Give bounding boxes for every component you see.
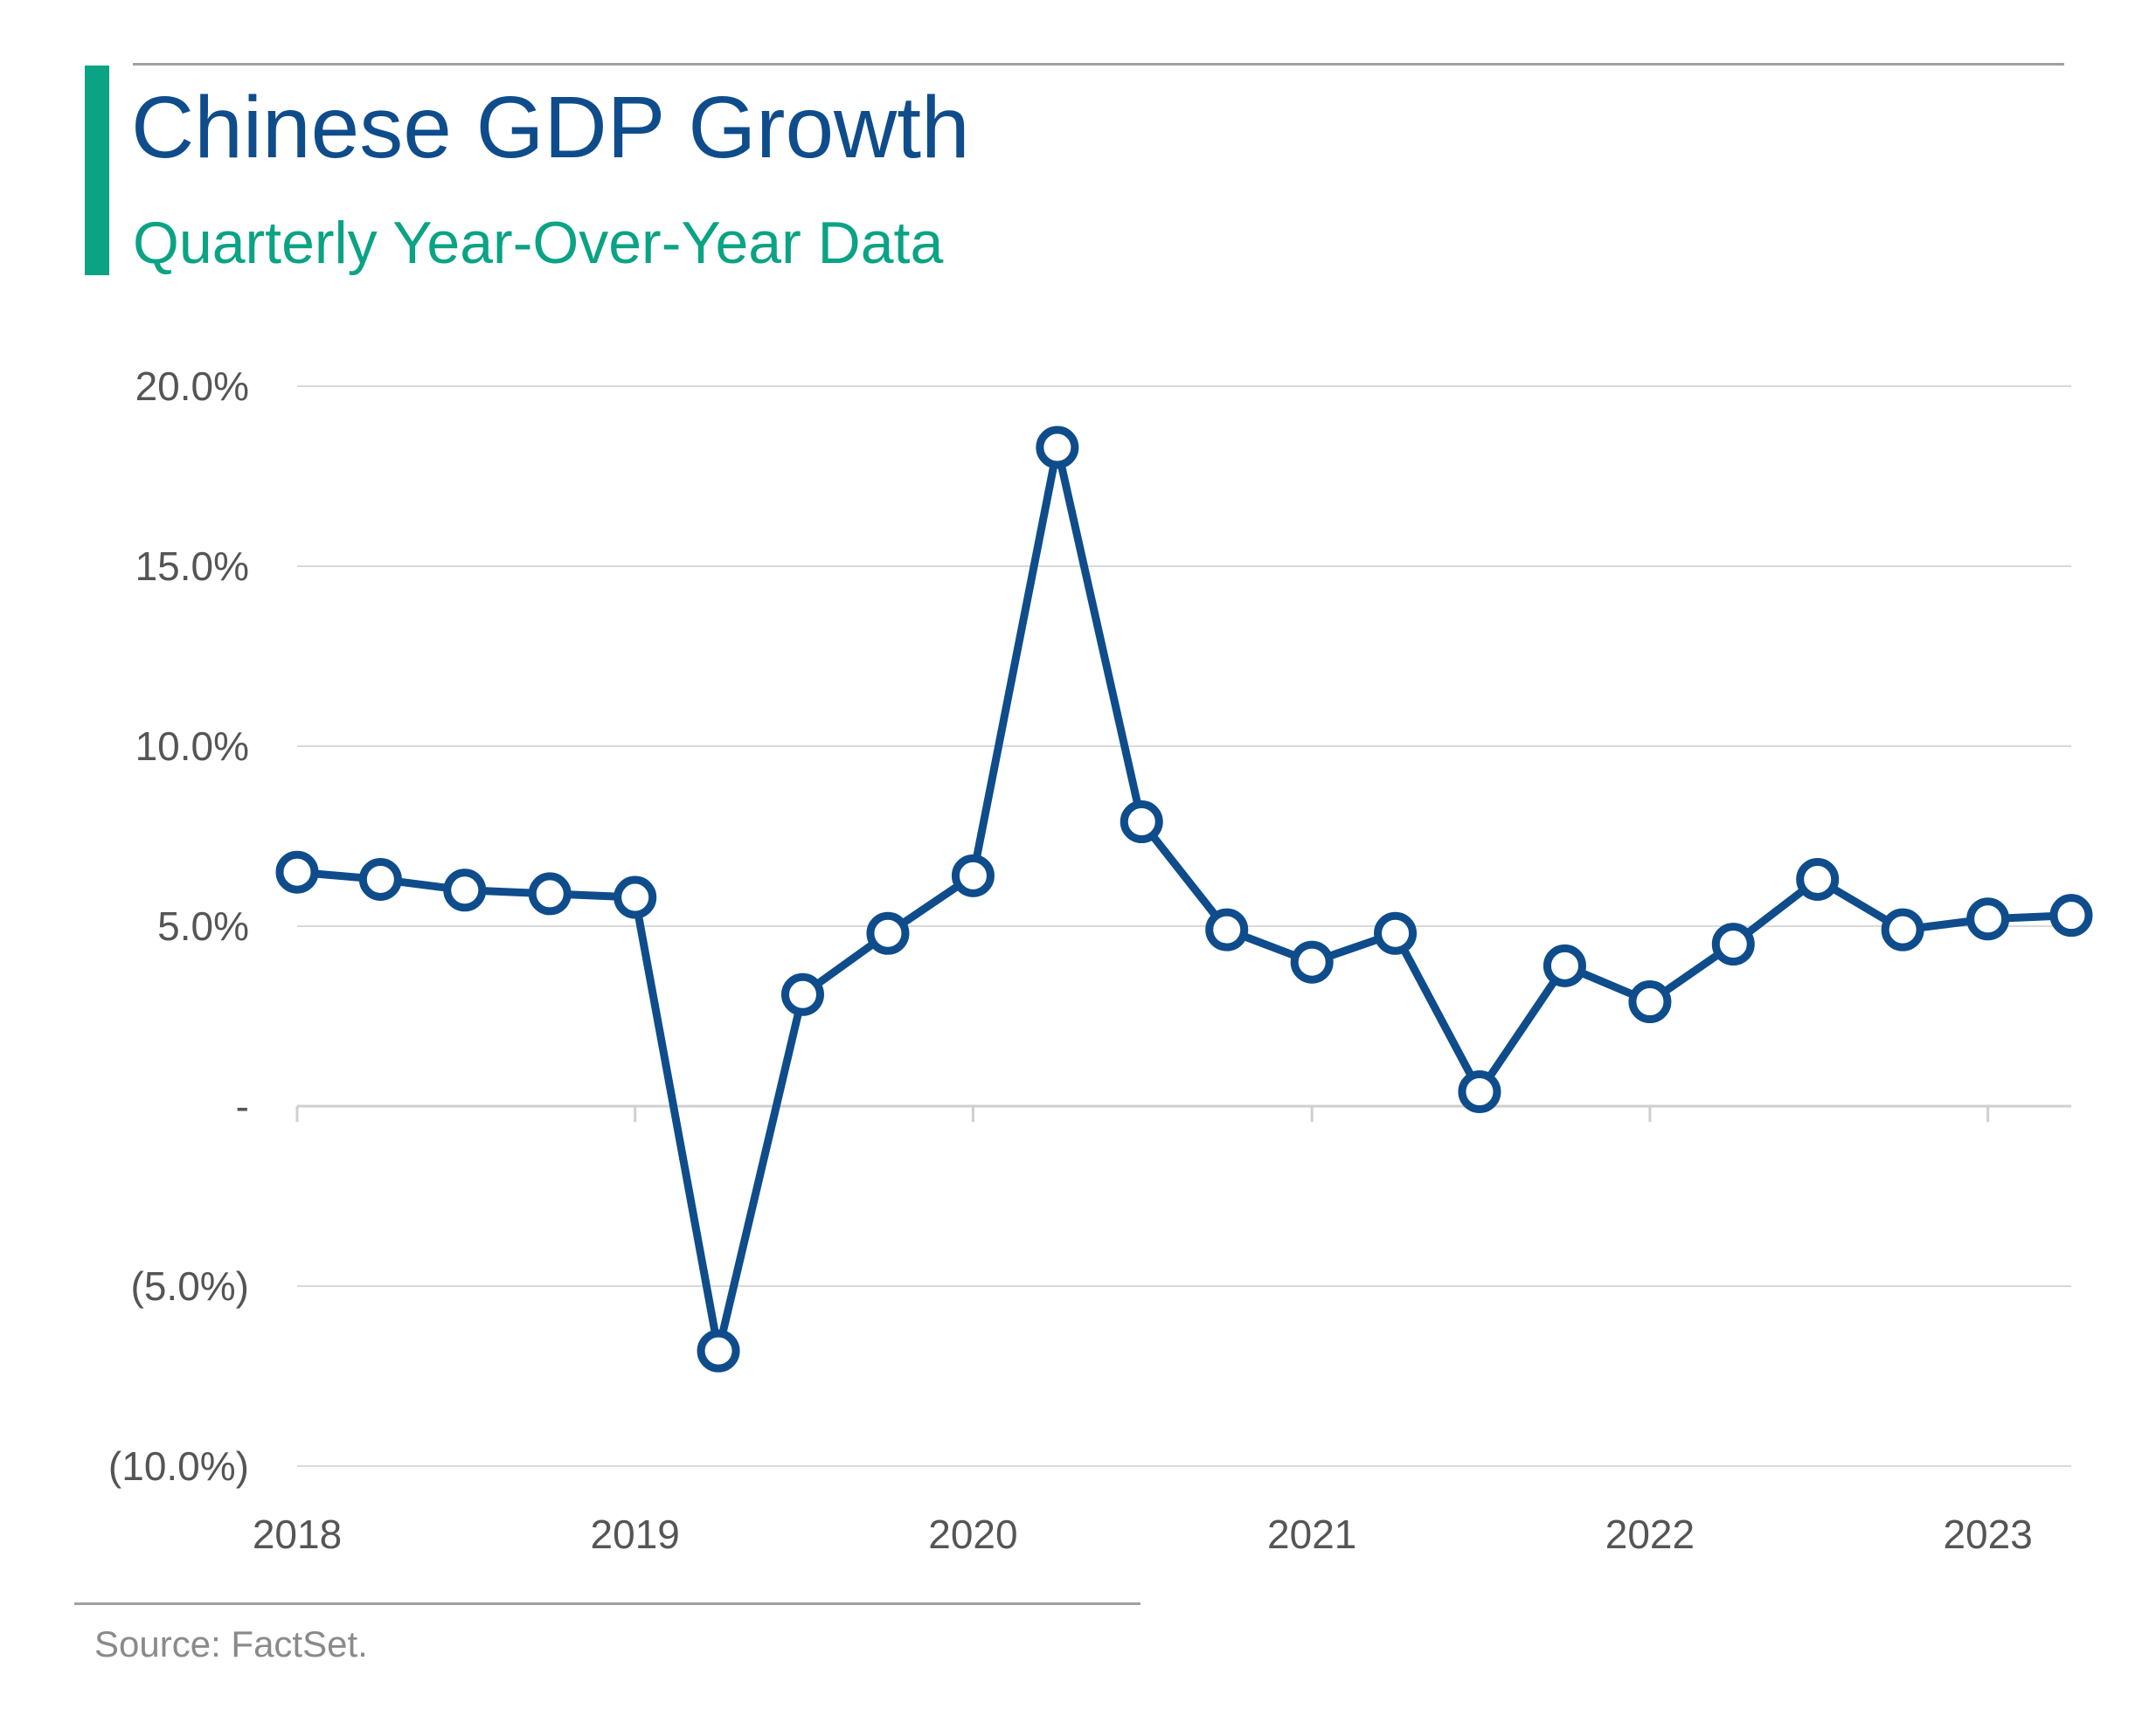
x-tick-label: 2022 bbox=[1605, 1512, 1695, 1557]
y-tick-label: - bbox=[236, 1083, 249, 1129]
chart-title: Chinese GDP Growth bbox=[131, 79, 970, 176]
series-line bbox=[293, 443, 2076, 1355]
data-point bbox=[951, 854, 995, 897]
source-note: Source: FactSet. bbox=[94, 1623, 368, 1664]
data-markers bbox=[275, 426, 2093, 1373]
data-point bbox=[1458, 1070, 1501, 1114]
data-point bbox=[2049, 894, 2093, 938]
data-point bbox=[780, 972, 824, 1016]
data-point bbox=[1881, 908, 1924, 951]
x-tick-label: 2023 bbox=[1943, 1512, 2032, 1557]
data-point bbox=[1542, 944, 1586, 987]
y-tick-labels: 20.0% 15.0% 10.0% 5.0% - (5.0%) (10.0%) bbox=[108, 363, 249, 1489]
title-accent-bar bbox=[85, 66, 109, 275]
data-point bbox=[1796, 857, 1840, 901]
data-point bbox=[275, 850, 319, 894]
x-axis bbox=[295, 1104, 2071, 1122]
source-rule bbox=[74, 1602, 1140, 1605]
data-point bbox=[1374, 911, 1418, 955]
data-point bbox=[866, 911, 910, 955]
data-point bbox=[1290, 940, 1334, 984]
data-point bbox=[1205, 908, 1249, 951]
y-tick-label: 5.0% bbox=[157, 903, 249, 949]
gridlines bbox=[297, 385, 2071, 1467]
y-tick-label: 15.0% bbox=[135, 543, 249, 589]
data-point bbox=[697, 1329, 740, 1373]
data-point bbox=[1036, 426, 1079, 469]
data-point bbox=[1628, 980, 1672, 1024]
x-tick-label: 2019 bbox=[591, 1512, 680, 1557]
y-tick-label: (5.0%) bbox=[131, 1263, 249, 1309]
top-rule bbox=[133, 63, 2064, 66]
x-tick-label: 2020 bbox=[928, 1512, 1017, 1557]
x-tick-label: 2021 bbox=[1267, 1512, 1356, 1557]
data-point bbox=[1711, 923, 1755, 966]
data-point bbox=[1120, 800, 1163, 844]
y-tick-label: (10.0%) bbox=[108, 1443, 249, 1489]
data-point bbox=[1966, 897, 2010, 941]
data-point bbox=[358, 857, 402, 901]
data-point bbox=[443, 868, 487, 912]
data-point bbox=[528, 872, 572, 916]
y-tick-label: 10.0% bbox=[135, 723, 249, 769]
x-tick-label: 2018 bbox=[253, 1512, 342, 1557]
chart-subtitle: Quarterly Year-Over-Year Data bbox=[133, 210, 944, 276]
x-tick-labels: 2018 2019 2020 2021 2022 2023 bbox=[253, 1512, 2033, 1557]
data-point bbox=[614, 875, 657, 919]
y-tick-label: 20.0% bbox=[135, 363, 249, 409]
